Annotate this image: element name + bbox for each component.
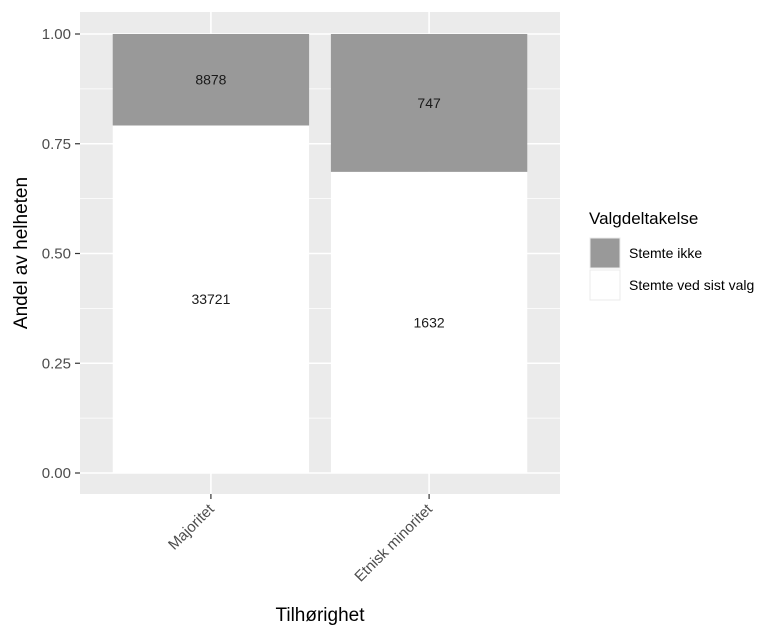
x-axis: Majoritet Etnisk minoritet (165, 494, 436, 585)
x-tick-label: Majoritet (165, 500, 218, 553)
y-axis: 0.00 0.25 0.50 0.75 1.00 (42, 26, 80, 482)
bar-value-label: 33721 (191, 291, 230, 307)
y-tick-label: 0.75 (42, 136, 71, 153)
y-tick-label: 0.25 (42, 355, 71, 372)
y-axis-title: Andel av helheten (11, 177, 32, 329)
y-tick-label: 0.50 (42, 246, 71, 263)
x-axis-title: Tilhørighet (275, 605, 365, 626)
bar-segment-stemte-ikke (112, 34, 310, 126)
bar-value-label: 1632 (414, 314, 445, 330)
y-tick-label: 1.00 (42, 26, 71, 43)
legend-item-label: Stemte ved sist valg (629, 277, 754, 293)
bar-value-label: 8878 (195, 72, 226, 88)
legend: Valgdeltakelse Stemte ikke Stemte ved sis… (589, 209, 754, 301)
legend-key (589, 269, 621, 301)
bar-segment-stemte-ved-sist-valg (330, 171, 528, 473)
bars (112, 34, 528, 473)
x-tick-label: Etnisk minoritet (351, 500, 436, 585)
legend-title: Valgdeltakelse (589, 209, 698, 228)
y-tick-label: 0.00 (42, 465, 71, 482)
bar-segment-stemte-ved-sist-valg (112, 125, 310, 473)
bar-value-label: 747 (417, 95, 441, 111)
legend-item-label: Stemte ikke (629, 245, 702, 261)
bar-segment-stemte-ikke (330, 34, 528, 172)
legend-key (589, 237, 621, 269)
bar-value-labels: 33721 8878 1632 747 (191, 72, 444, 331)
